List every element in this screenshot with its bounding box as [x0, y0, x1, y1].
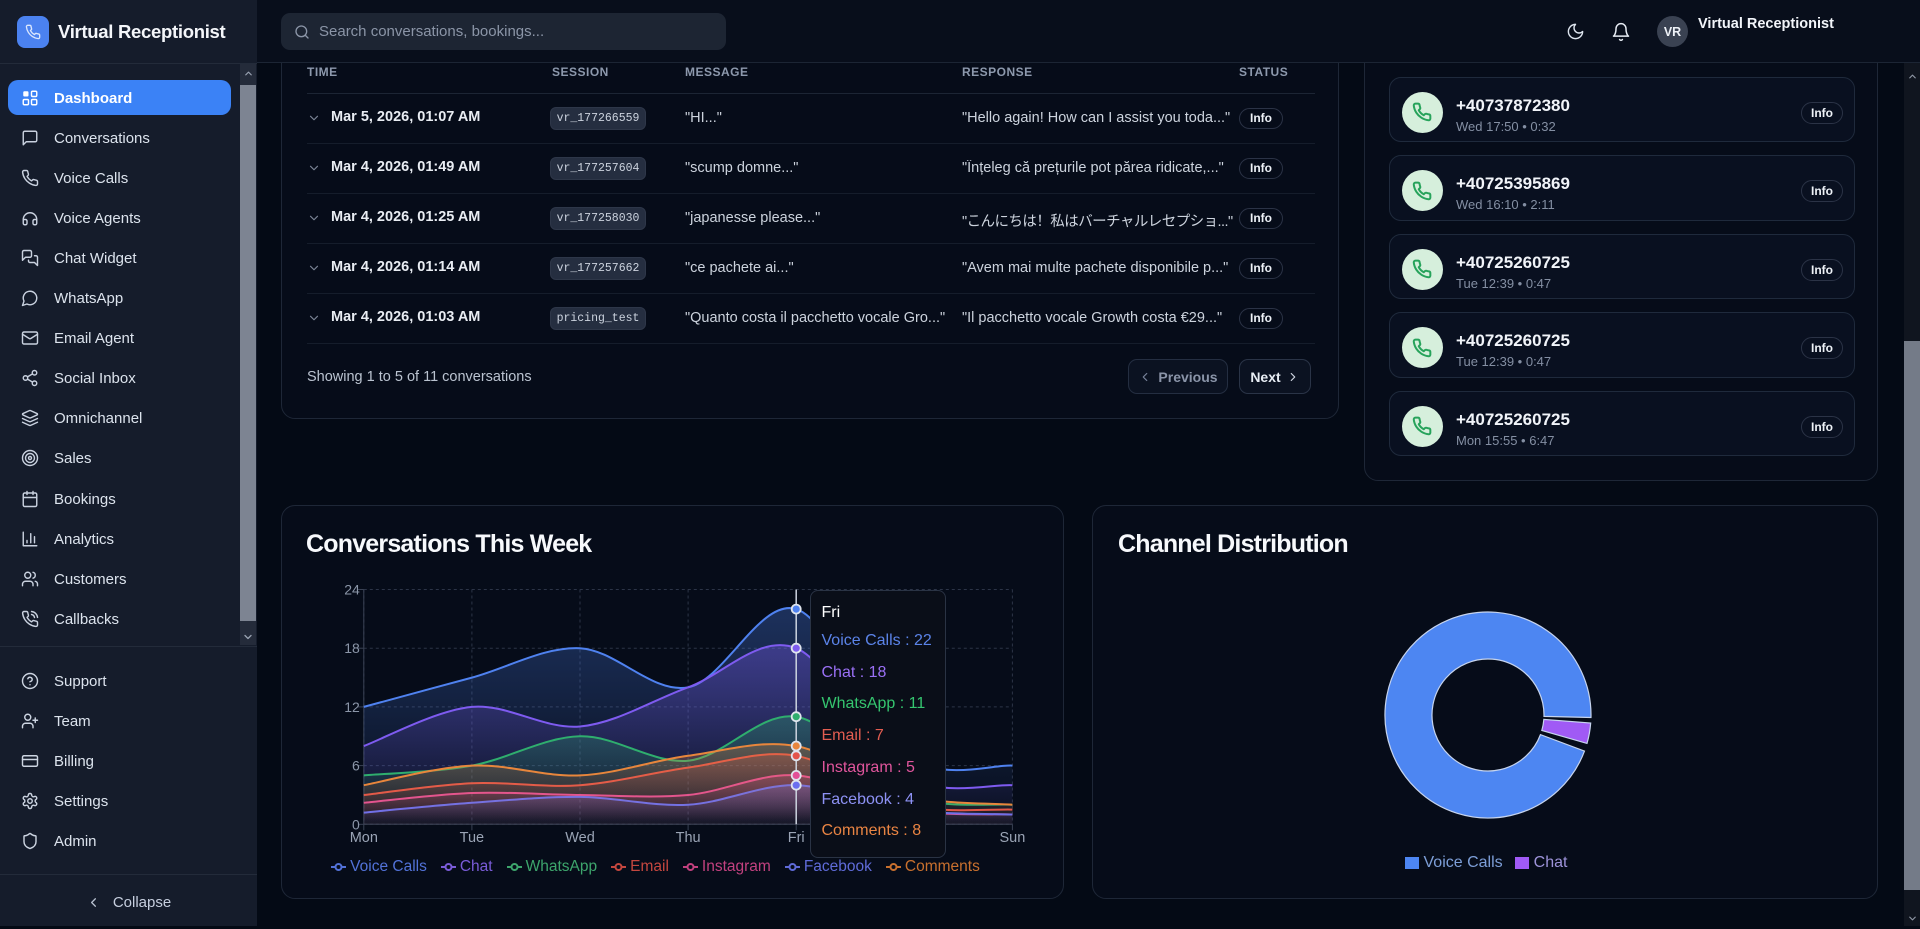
svg-text:24: 24 — [344, 582, 360, 598]
svg-text:Wed: Wed — [565, 830, 595, 846]
svg-text:Mon: Mon — [350, 830, 378, 846]
svg-text:18: 18 — [344, 640, 360, 656]
svg-text:Sun: Sun — [999, 830, 1025, 846]
svg-text:0: 0 — [352, 816, 360, 832]
svg-text:6: 6 — [352, 758, 360, 774]
svg-text:12: 12 — [344, 699, 360, 715]
svg-text:Fri: Fri — [788, 830, 805, 846]
svg-text:Thu: Thu — [676, 830, 701, 846]
svg-text:Tue: Tue — [460, 830, 484, 846]
